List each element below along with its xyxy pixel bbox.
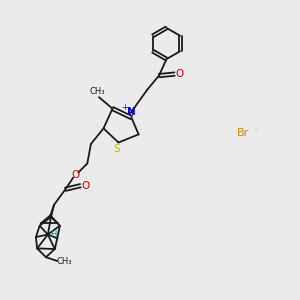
Text: Br: Br [237,128,249,139]
Text: ⁻: ⁻ [254,126,258,135]
Text: O: O [176,69,184,79]
Text: N: N [127,107,136,117]
Text: O: O [72,170,80,180]
Text: CH₃: CH₃ [90,87,105,96]
Text: +: + [122,103,128,112]
Text: S: S [114,143,120,154]
Text: CH₃: CH₃ [56,256,72,266]
Text: H: H [50,230,56,239]
Text: O: O [81,181,90,191]
